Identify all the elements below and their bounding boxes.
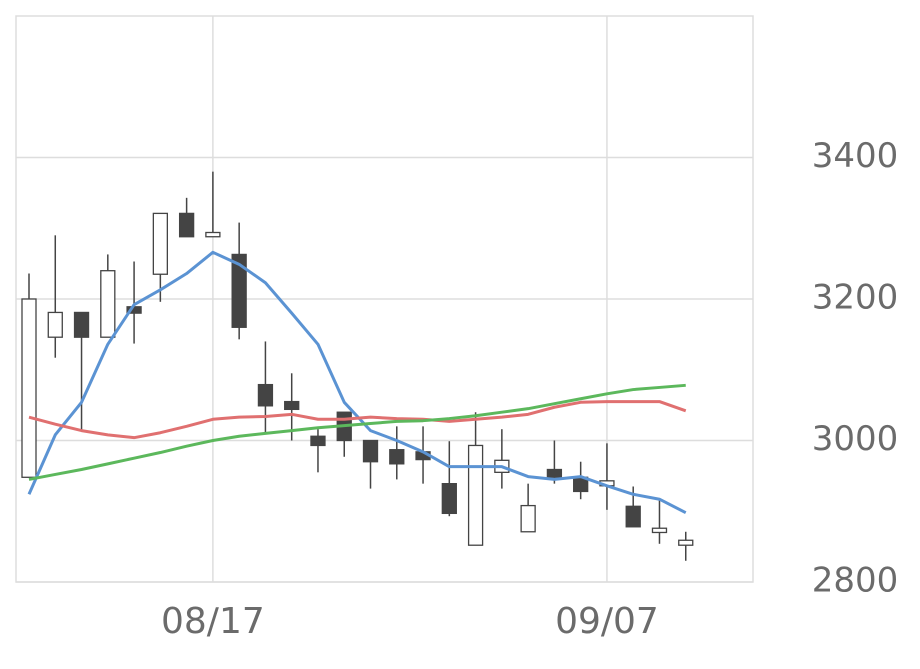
candle-body <box>310 435 326 447</box>
candle-body <box>47 311 63 338</box>
moving-average-line <box>28 400 687 440</box>
moving-average-line <box>28 383 686 481</box>
candle-body <box>257 383 274 407</box>
candle-body <box>389 449 405 465</box>
y-tick-label: 3200 <box>812 278 899 318</box>
candle-body <box>21 298 37 478</box>
candle-body <box>546 468 563 478</box>
y-tick-label: 3000 <box>812 419 899 459</box>
candle-body <box>441 483 457 515</box>
candle-body <box>205 231 221 238</box>
x-tick-label: 09/07 <box>555 601 659 642</box>
candle-body <box>231 253 247 328</box>
x-tick-label: 08/17 <box>161 601 265 642</box>
candle-body <box>520 504 536 533</box>
candle-body <box>467 444 484 546</box>
candle-body <box>100 270 116 338</box>
y-tick-label: 3400 <box>812 136 899 176</box>
y-tick-label: 2800 <box>812 561 899 601</box>
candle-body <box>651 527 668 534</box>
candle-body <box>178 212 195 238</box>
moving-average-line <box>27 250 687 515</box>
candle-body <box>73 311 90 338</box>
candle-body <box>362 439 379 463</box>
candle-body <box>625 505 641 528</box>
candle-body <box>284 400 300 411</box>
candle-body <box>152 212 169 275</box>
candle-body <box>678 539 694 546</box>
